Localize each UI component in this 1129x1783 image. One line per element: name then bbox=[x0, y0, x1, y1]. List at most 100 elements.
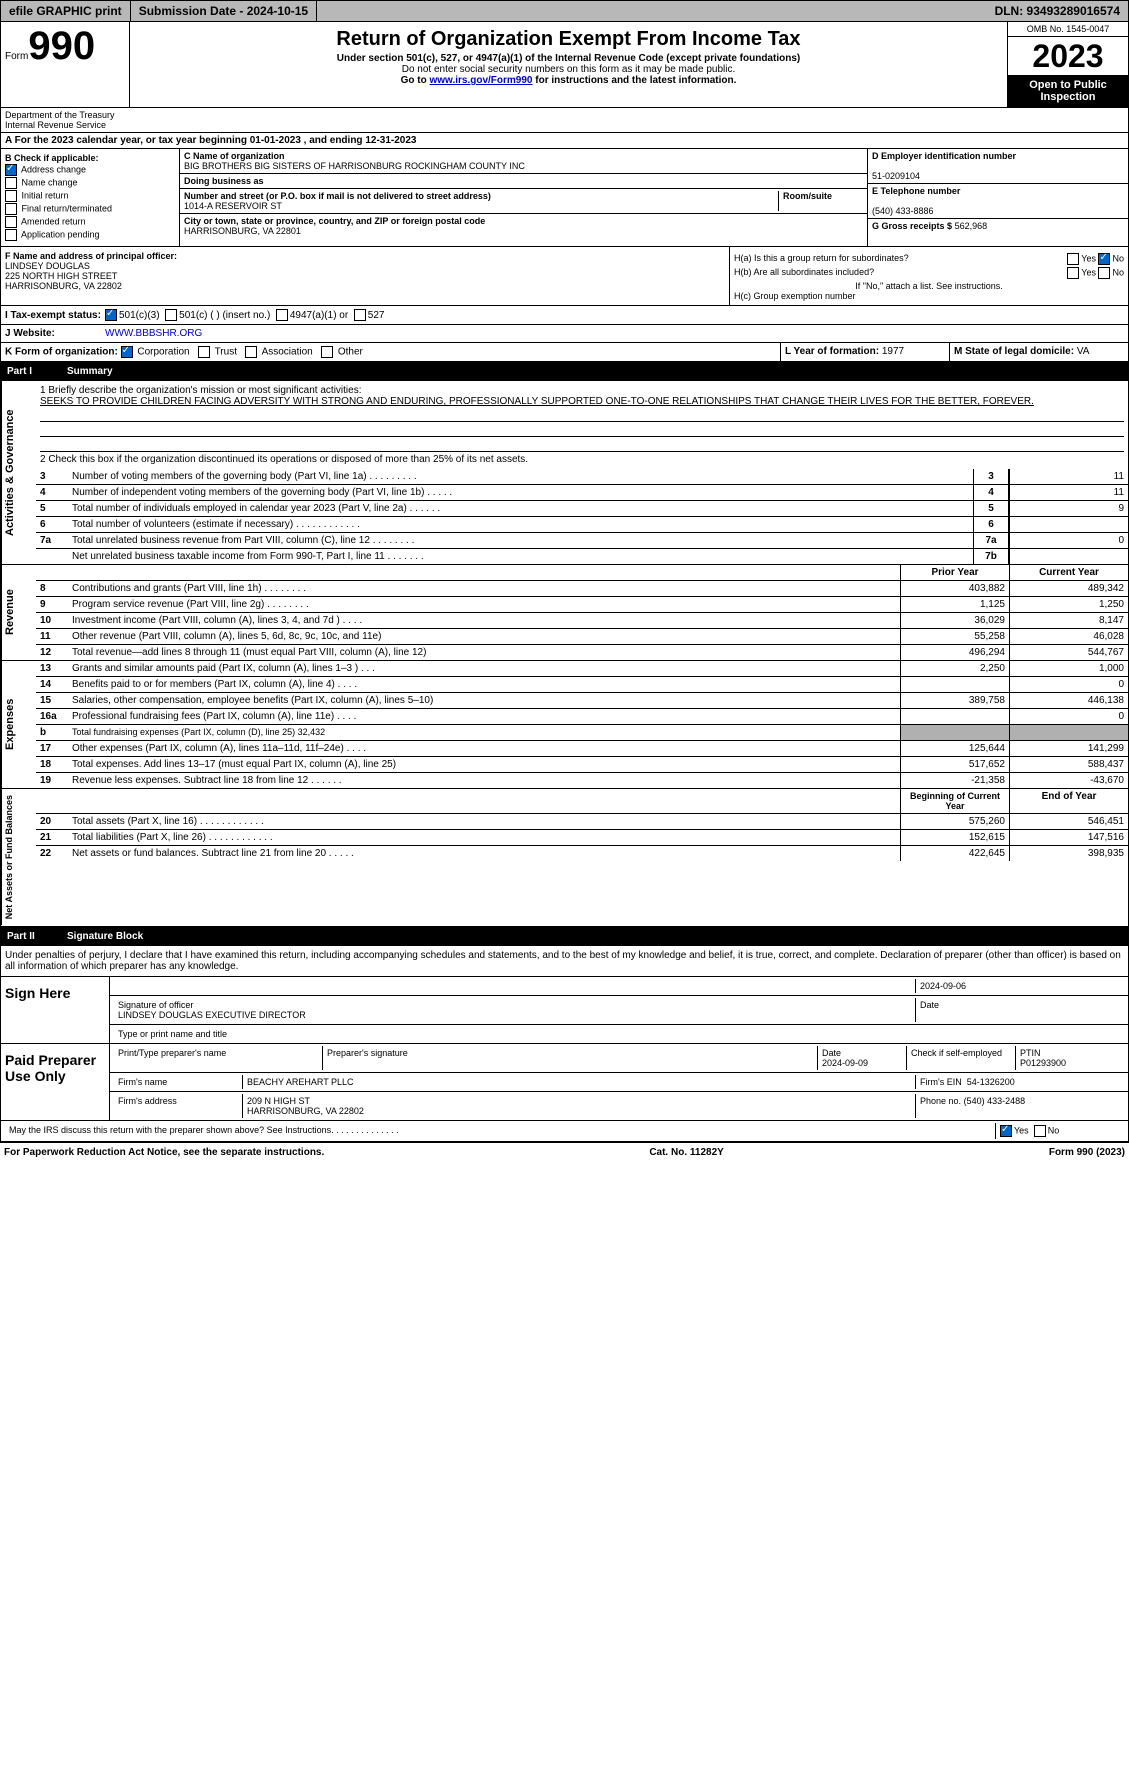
other-checkbox[interactable] bbox=[321, 346, 333, 358]
net-row: 22Net assets or fund balances. Subtract … bbox=[36, 846, 1128, 861]
irs-link[interactable]: www.irs.gov/Form990 bbox=[429, 75, 532, 86]
sign-here-label: Sign Here bbox=[1, 977, 110, 1043]
firm-name: BEACHY AREHART PLLC bbox=[243, 1075, 916, 1089]
col-h: H(a) Is this a group return for subordin… bbox=[730, 247, 1128, 305]
footer-center: Cat. No. 11282Y bbox=[649, 1147, 723, 1158]
paid-preparer-label: Paid Preparer Use Only bbox=[1, 1044, 110, 1120]
col-c: C Name of organizationBIG BROTHERS BIG S… bbox=[180, 149, 868, 246]
ptin: P01293900 bbox=[1020, 1058, 1066, 1068]
public-inspection: Open to Public Inspection bbox=[1008, 75, 1128, 107]
footer-left: For Paperwork Reduction Act Notice, see … bbox=[4, 1147, 324, 1158]
row-j: J Website: WWW.BBBSHR.ORG bbox=[0, 325, 1129, 343]
discuss-question: May the IRS discuss this return with the… bbox=[5, 1123, 996, 1139]
exp-row: 17Other expenses (Part IX, column (A), l… bbox=[36, 741, 1128, 757]
hc-label: H(c) Group exemption number bbox=[734, 291, 1124, 301]
footer-right: Form 990 (2023) bbox=[1049, 1147, 1125, 1158]
colb-item-4[interactable]: Amended return bbox=[5, 216, 175, 228]
col-b-label: B Check if applicable: bbox=[5, 153, 99, 163]
header-year-box: OMB No. 1545-0047 2023 Open to Public In… bbox=[1007, 22, 1128, 107]
mission-block: 1 Briefly describe the organization's mi… bbox=[36, 381, 1128, 469]
state-domicile: VA bbox=[1077, 346, 1090, 357]
top-bar: efile GRAPHIC print Submission Date - 20… bbox=[0, 0, 1129, 22]
discuss-yes[interactable] bbox=[1000, 1125, 1012, 1137]
hb-label: H(b) Are all subordinates included? bbox=[734, 267, 874, 279]
dln: DLN: 93493289016574 bbox=[987, 1, 1128, 21]
colb-item-0[interactable]: Address change bbox=[5, 164, 175, 176]
officer-label: F Name and address of principal officer: bbox=[5, 251, 177, 261]
omb-number: OMB No. 1545-0047 bbox=[1008, 22, 1128, 37]
gross-value: 562,968 bbox=[955, 221, 988, 231]
exp-row: 13Grants and similar amounts paid (Part … bbox=[36, 661, 1128, 677]
assoc-checkbox[interactable] bbox=[245, 346, 257, 358]
exp-row: 19Revenue less expenses. Subtract line 1… bbox=[36, 773, 1128, 788]
header-title-box: Return of Organization Exempt From Incom… bbox=[130, 22, 1007, 107]
prep-sig-label: Preparer's signature bbox=[323, 1046, 818, 1070]
section-b-c-d: B Check if applicable: Address change Na… bbox=[0, 149, 1129, 247]
col-b: B Check if applicable: Address change Na… bbox=[1, 149, 180, 246]
501c-checkbox[interactable] bbox=[165, 309, 177, 321]
mission-text: SEEKS TO PROVIDE CHILDREN FACING ADVERSI… bbox=[40, 396, 1124, 407]
exp-row: 16aProfessional fundraising fees (Part I… bbox=[36, 709, 1128, 725]
row-i: I Tax-exempt status: 501(c)(3) 501(c) ( … bbox=[0, 306, 1129, 325]
colb-item-1[interactable]: Name change bbox=[5, 177, 175, 189]
page-footer: For Paperwork Reduction Act Notice, see … bbox=[0, 1142, 1129, 1162]
form-number-box: Form990 bbox=[1, 22, 130, 107]
527-checkbox[interactable] bbox=[354, 309, 366, 321]
city-label: City or town, state or province, country… bbox=[184, 216, 485, 226]
gov-row: 3Number of voting members of the governi… bbox=[36, 469, 1128, 485]
part-1-header: Part I Summary bbox=[0, 362, 1129, 381]
revenue-section: Revenue Prior YearCurrent Year 8Contribu… bbox=[0, 565, 1129, 661]
4947-checkbox[interactable] bbox=[276, 309, 288, 321]
prep-name-label: Print/Type preparer's name bbox=[114, 1046, 323, 1070]
colb-item-5[interactable]: Application pending bbox=[5, 229, 175, 241]
ein-value: 51-0209104 bbox=[872, 171, 920, 181]
firm-name-label: Firm's name bbox=[114, 1075, 243, 1089]
q2: 2 Check this box if the organization dis… bbox=[40, 454, 1124, 465]
officer-sig-name: LINDSEY DOUGLAS EXECUTIVE DIRECTOR bbox=[118, 1010, 306, 1020]
corp-checkbox[interactable] bbox=[121, 346, 133, 358]
exp-tab: Expenses bbox=[1, 661, 36, 788]
colb-item-3[interactable]: Final return/terminated bbox=[5, 203, 175, 215]
tel-value: (540) 433-8886 bbox=[872, 206, 934, 216]
gov-row: 7aTotal unrelated business revenue from … bbox=[36, 533, 1128, 549]
trust-checkbox[interactable] bbox=[198, 346, 210, 358]
exp-row: 14Benefits paid to or for members (Part … bbox=[36, 677, 1128, 693]
rev-row: 8Contributions and grants (Part VIII, li… bbox=[36, 581, 1128, 597]
tax-year: 2023 bbox=[1008, 37, 1128, 75]
subtitle-1: Under section 501(c), 527, or 4947(a)(1)… bbox=[134, 53, 1003, 64]
dba-label: Doing business as bbox=[184, 176, 264, 186]
signature-section: Under penalties of perjury, I declare th… bbox=[0, 946, 1129, 1142]
row-klm: K Form of organization: Corporation Trus… bbox=[0, 343, 1129, 362]
firm-city: HARRISONBURG, VA 22802 bbox=[247, 1106, 364, 1116]
rev-tab: Revenue bbox=[1, 565, 36, 660]
type-label: Type or print name and title bbox=[114, 1027, 1124, 1041]
net-assets-section: Net Assets or Fund Balances Beginning of… bbox=[0, 789, 1129, 926]
gov-row: Net unrelated business taxable income fr… bbox=[36, 549, 1128, 564]
row-m-label: M State of legal domicile: bbox=[954, 346, 1074, 357]
dept-row: Department of the TreasuryInternal Reven… bbox=[0, 108, 1129, 133]
subtitle-2: Do not enter social security numbers on … bbox=[134, 64, 1003, 75]
discuss-no[interactable] bbox=[1034, 1125, 1046, 1137]
rev-row: 10Investment income (Part VIII, column (… bbox=[36, 613, 1128, 629]
gov-row: 5Total number of individuals employed in… bbox=[36, 501, 1128, 517]
net-tab: Net Assets or Fund Balances bbox=[1, 789, 36, 925]
rev-row: 11Other revenue (Part VIII, column (A), … bbox=[36, 629, 1128, 645]
prep-date: 2024-09-09 bbox=[822, 1058, 868, 1068]
officer-addr1: 225 NORTH HIGH STREET bbox=[5, 271, 117, 281]
row-a: A For the 2023 calendar year, or tax yea… bbox=[0, 133, 1129, 149]
ha-label: H(a) Is this a group return for subordin… bbox=[734, 253, 909, 265]
gross-label: G Gross receipts $ bbox=[872, 221, 952, 231]
rev-row: 12Total revenue—add lines 8 through 11 (… bbox=[36, 645, 1128, 660]
room-label: Room/suite bbox=[783, 191, 832, 201]
exp-row: 18Total expenses. Add lines 13–17 (must … bbox=[36, 757, 1128, 773]
part-2-header: Part II Signature Block bbox=[0, 927, 1129, 946]
gov-tab: Activities & Governance bbox=[1, 381, 36, 564]
firm-phone: (540) 433-2488 bbox=[964, 1096, 1026, 1106]
officer-addr2: HARRISONBURG, VA 22802 bbox=[5, 281, 122, 291]
501c3-checkbox[interactable] bbox=[105, 309, 117, 321]
officer-sig-label: Signature of officer bbox=[118, 1000, 193, 1010]
net-row: 20Total assets (Part X, line 16) . . . .… bbox=[36, 814, 1128, 830]
colb-item-2[interactable]: Initial return bbox=[5, 190, 175, 202]
hb-answer: Yes No bbox=[1067, 267, 1124, 279]
website-link[interactable]: WWW.BBBSHR.ORG bbox=[105, 328, 202, 339]
